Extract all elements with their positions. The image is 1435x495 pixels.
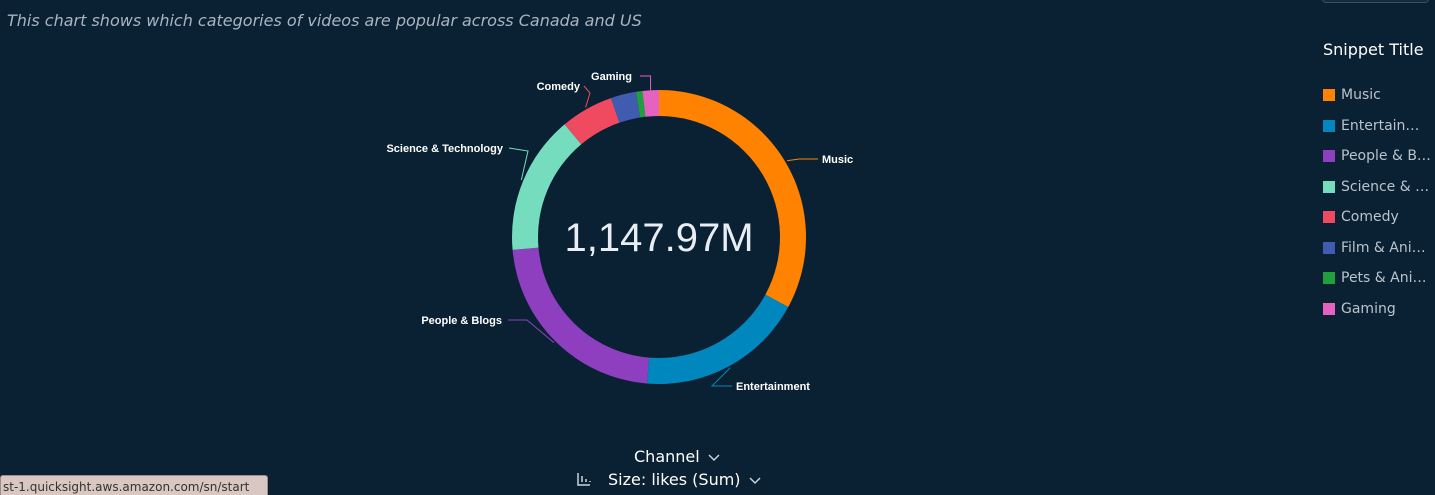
donut-total-label: 1,147.97M [564, 216, 753, 260]
legend-item[interactable]: Music [1323, 80, 1435, 111]
legend-item[interactable]: Film & Ani… [1323, 233, 1435, 264]
legend-item[interactable]: Entertainm… [1323, 111, 1435, 142]
leader-line [583, 85, 591, 108]
leader-line [508, 147, 529, 181]
legend-swatch [1323, 150, 1335, 163]
donut-slice[interactable] [636, 90, 646, 118]
slice-label: Comedy [537, 81, 581, 93]
chart-subtitle: This chart shows which categories of vid… [7, 11, 642, 30]
leader-line [508, 319, 555, 344]
chevron-down-icon[interactable] [708, 451, 720, 463]
legend-label: Comedy [1341, 209, 1399, 226]
legend-label: Music [1341, 87, 1381, 104]
legend-item[interactable]: Comedy [1323, 202, 1435, 233]
browser-status-url: st-1.quicksight.aws.amazon.com/sn/start [0, 475, 268, 495]
donut-slice[interactable] [647, 294, 789, 384]
sort-icon[interactable] [575, 471, 595, 489]
visual-menu-button[interactable] [1322, 0, 1429, 3]
donut-slice[interactable] [512, 124, 582, 250]
leader-line [786, 158, 818, 162]
donut-slice[interactable] [564, 98, 620, 145]
donut-slice[interactable] [659, 90, 806, 308]
legend-swatch [1323, 180, 1335, 193]
legend-item[interactable]: Gaming [1323, 294, 1435, 325]
slice-label: Entertainment [736, 381, 810, 393]
legend-swatch [1323, 302, 1335, 315]
legend-label: Science & T… [1341, 178, 1433, 195]
slice-label: Science & Technology [386, 143, 503, 155]
donut-slice[interactable] [642, 90, 659, 117]
leader-line [640, 75, 652, 90]
legend-item[interactable]: People & B… [1323, 141, 1435, 172]
legend-title: Snippet Title [1323, 40, 1424, 59]
legend-swatch [1323, 89, 1335, 102]
legend-items: Music Entertainm… People & B… Science & T… C… [1323, 80, 1435, 324]
legend: Snippet Title Music Entertainm… People & B… [1323, 40, 1435, 324]
group-by-field-well[interactable]: Channel [634, 447, 720, 466]
donut-slice[interactable] [512, 247, 650, 384]
size-field-well[interactable]: Size: likes (Sum) [575, 470, 761, 489]
legend-label: Entertainm… [1341, 117, 1433, 134]
slice-label: People & Blogs [421, 315, 502, 327]
legend-swatch [1323, 272, 1335, 285]
chevron-down-icon[interactable] [749, 474, 761, 486]
legend-item[interactable]: Pets & Ani… [1323, 263, 1435, 294]
group-by-label: Channel [634, 447, 700, 466]
legend-label: Gaming [1341, 300, 1396, 317]
slice-label: Gaming [591, 71, 632, 83]
legend-item[interactable]: Science & T… [1323, 172, 1435, 203]
legend-label: Film & Ani… [1341, 239, 1426, 256]
legend-label: Pets & Ani… [1341, 270, 1427, 287]
size-label: Size: likes (Sum) [608, 470, 741, 489]
donut-slice[interactable] [610, 91, 641, 123]
leader-line [710, 367, 732, 387]
legend-swatch [1323, 119, 1335, 132]
legend-swatch [1323, 211, 1335, 224]
legend-label: People & B… [1341, 148, 1431, 165]
legend-swatch [1323, 241, 1335, 254]
slice-label: Music [822, 154, 853, 166]
donut-chart: Music Entertainment People & Blogs Science … [386, 71, 853, 393]
